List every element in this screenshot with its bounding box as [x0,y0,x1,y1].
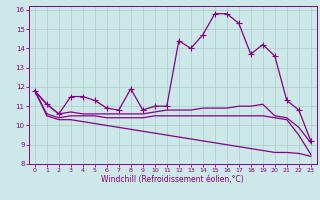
X-axis label: Windchill (Refroidissement éolien,°C): Windchill (Refroidissement éolien,°C) [101,175,244,184]
